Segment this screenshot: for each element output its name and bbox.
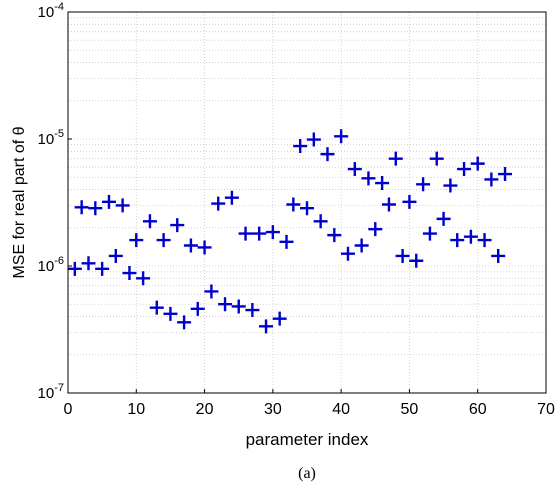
data-point	[484, 172, 499, 187]
axis-ticks: 0 10 20 30 40 50 60 70 10-7 10-6 10-5 10-4	[38, 1, 555, 418]
data-point	[108, 248, 123, 263]
data-point	[163, 306, 178, 321]
data-point	[436, 211, 451, 226]
data-point	[402, 194, 417, 209]
data-point	[211, 196, 226, 211]
y-tick-label: 10-7	[38, 382, 64, 402]
data-point	[177, 315, 192, 330]
data-point	[279, 234, 294, 249]
y-axis-label: MSE for real part of θ	[11, 126, 28, 278]
data-point	[259, 319, 274, 334]
data-point	[347, 162, 362, 177]
data-point	[170, 218, 185, 233]
x-axis-label: parameter index	[246, 430, 369, 449]
y-tick-label: 10-5	[38, 128, 64, 148]
data-point	[375, 176, 390, 191]
data-point	[354, 238, 369, 253]
data-point	[156, 233, 171, 248]
x-tick-label: 30	[264, 401, 282, 418]
x-tick-label: 20	[196, 401, 214, 418]
data-point	[450, 233, 465, 248]
data-point	[197, 240, 212, 255]
data-point	[67, 261, 82, 276]
data-point	[95, 261, 110, 276]
data-point	[129, 233, 144, 248]
data-point	[74, 200, 89, 215]
data-point	[272, 311, 287, 326]
data-points	[67, 129, 513, 334]
grid	[68, 12, 546, 393]
data-point	[470, 156, 485, 171]
data-point	[115, 198, 130, 213]
data-point	[340, 246, 355, 261]
y-tick-label: 10-6	[38, 255, 64, 275]
data-point	[477, 233, 492, 248]
data-point	[300, 201, 314, 216]
data-point	[190, 301, 205, 316]
data-point	[183, 238, 198, 253]
x-tick-label: 40	[332, 401, 350, 418]
data-point	[224, 190, 239, 205]
x-tick-label: 70	[537, 401, 555, 418]
plot-frame	[67, 11, 547, 394]
data-point	[491, 248, 506, 263]
data-point	[88, 201, 103, 216]
data-point	[252, 226, 267, 241]
data-point	[443, 178, 458, 193]
data-point	[429, 151, 444, 166]
data-point	[422, 226, 437, 241]
data-point	[498, 167, 513, 182]
data-point	[327, 228, 342, 243]
data-point	[381, 197, 396, 212]
data-point	[368, 222, 383, 237]
data-point	[313, 214, 328, 229]
data-point	[463, 229, 478, 244]
data-point	[306, 132, 321, 147]
x-tick-label: 0	[64, 401, 73, 418]
data-point	[457, 162, 472, 177]
data-point	[361, 171, 376, 186]
data-point	[136, 271, 151, 286]
data-point	[293, 139, 308, 154]
data-point	[286, 197, 301, 212]
data-point	[204, 284, 219, 299]
data-point	[265, 225, 280, 240]
data-point	[416, 177, 431, 192]
x-tick-label: 10	[127, 401, 145, 418]
x-tick-label: 60	[469, 401, 487, 418]
data-point	[334, 129, 349, 144]
data-point	[238, 226, 253, 241]
data-point	[409, 253, 424, 268]
data-point	[142, 214, 157, 229]
data-point	[320, 147, 335, 162]
x-tick-label: 50	[401, 401, 419, 418]
data-point	[388, 151, 403, 166]
data-point	[122, 266, 137, 281]
figure-caption: (a)	[298, 465, 316, 482]
data-point	[395, 248, 410, 263]
data-point	[81, 256, 96, 271]
data-point	[245, 303, 260, 318]
data-point	[218, 297, 233, 312]
data-point	[231, 299, 246, 314]
data-point	[101, 194, 116, 209]
data-point	[149, 300, 164, 315]
y-tick-label: 10-4	[38, 1, 64, 21]
